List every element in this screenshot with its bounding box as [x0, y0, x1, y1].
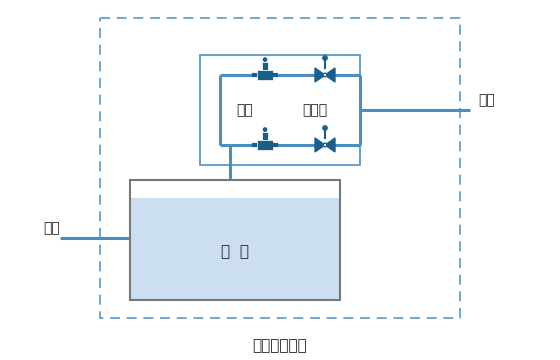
Bar	[200, 55, 360, 165]
Bar	[262, 62, 268, 70]
Circle shape	[262, 127, 268, 132]
Text: 出水: 出水	[478, 93, 494, 107]
Text: 水  池: 水 池	[221, 244, 249, 260]
Circle shape	[323, 73, 327, 77]
Text: 电动阀: 电动阀	[302, 103, 328, 117]
Polygon shape	[325, 68, 335, 82]
Circle shape	[323, 55, 328, 60]
Text: 进水: 进水	[44, 221, 60, 235]
Bar	[257, 140, 273, 150]
Bar	[130, 180, 340, 300]
Circle shape	[323, 143, 327, 147]
Polygon shape	[315, 68, 325, 82]
Bar	[257, 70, 273, 80]
Polygon shape	[325, 138, 335, 152]
Bar	[130, 198, 340, 300]
Bar	[262, 132, 268, 140]
Polygon shape	[315, 138, 325, 152]
Circle shape	[323, 126, 328, 130]
Circle shape	[262, 57, 268, 62]
Text: 泵站内部工艺: 泵站内部工艺	[253, 338, 307, 354]
Text: 水泵: 水泵	[237, 103, 253, 117]
Bar	[100, 18, 460, 318]
